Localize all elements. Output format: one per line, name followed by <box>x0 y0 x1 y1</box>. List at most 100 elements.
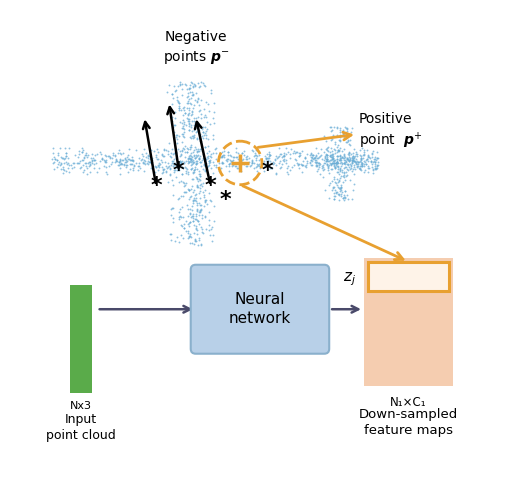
Point <box>188 175 196 183</box>
Point <box>224 151 232 159</box>
Point <box>188 107 196 115</box>
Point <box>276 150 284 157</box>
Point <box>344 161 353 169</box>
Point <box>205 176 213 184</box>
Point <box>335 170 343 178</box>
Point <box>102 158 111 166</box>
Point <box>88 155 97 162</box>
Point <box>190 133 198 141</box>
Point <box>336 131 344 139</box>
Point <box>192 237 200 244</box>
Point <box>282 156 290 164</box>
Point <box>349 186 357 193</box>
Point <box>311 157 320 165</box>
Point <box>148 155 156 162</box>
Point <box>160 145 168 153</box>
Point <box>200 161 209 169</box>
Point <box>336 164 344 172</box>
Point <box>192 183 200 191</box>
Point <box>197 162 205 170</box>
Point <box>168 159 176 167</box>
Point <box>123 157 132 165</box>
Point <box>198 155 207 162</box>
Point <box>168 145 176 153</box>
Point <box>204 154 212 161</box>
Point <box>111 158 119 166</box>
Point <box>215 167 223 174</box>
Point <box>177 150 185 157</box>
Point <box>245 158 253 166</box>
Point <box>105 153 114 161</box>
Point <box>331 163 339 171</box>
Point <box>203 163 211 171</box>
Point <box>284 171 292 178</box>
Point <box>265 154 273 162</box>
Point <box>168 90 176 98</box>
Point <box>186 239 194 247</box>
Point <box>335 136 343 144</box>
Point <box>177 91 186 99</box>
Point <box>327 156 335 164</box>
Point <box>124 152 132 159</box>
Point <box>342 138 351 146</box>
Point <box>316 160 324 168</box>
Point <box>280 149 288 156</box>
Point <box>70 163 78 171</box>
Point <box>296 151 304 159</box>
Point <box>350 157 358 165</box>
Point <box>220 147 228 155</box>
Point <box>196 106 205 114</box>
Point <box>158 158 166 166</box>
Point <box>333 124 341 132</box>
Point <box>332 159 340 167</box>
Point <box>361 166 369 174</box>
Point <box>185 229 193 237</box>
Point <box>345 156 353 164</box>
Point <box>331 140 339 148</box>
Point <box>176 212 185 220</box>
Point <box>194 113 202 121</box>
Point <box>343 154 352 161</box>
Point <box>357 155 365 163</box>
Point <box>205 216 213 224</box>
Point <box>176 147 184 155</box>
Point <box>190 194 198 202</box>
Point <box>189 90 197 98</box>
Point <box>53 156 61 164</box>
Point <box>186 84 194 92</box>
Point <box>82 159 90 167</box>
Point <box>193 226 201 234</box>
Point <box>327 147 336 155</box>
Point <box>265 148 273 156</box>
Point <box>280 152 288 160</box>
Point <box>127 156 136 164</box>
Point <box>344 156 353 164</box>
Point <box>201 82 209 89</box>
Point <box>254 161 262 169</box>
Point <box>333 158 341 166</box>
Point <box>327 153 336 161</box>
Point <box>340 158 348 166</box>
Point <box>295 160 303 168</box>
Point <box>171 238 179 245</box>
Point <box>326 179 334 187</box>
Point <box>344 148 353 156</box>
Point <box>90 160 98 168</box>
Point <box>368 150 376 158</box>
Point <box>216 153 224 161</box>
Point <box>164 151 172 158</box>
Point <box>190 169 198 176</box>
Point <box>107 154 116 162</box>
Point <box>332 189 340 196</box>
Point <box>178 120 187 127</box>
Point <box>162 168 171 175</box>
Point <box>307 156 315 163</box>
Point <box>373 164 381 172</box>
Point <box>342 166 351 174</box>
Point <box>178 163 186 171</box>
Point <box>322 138 330 145</box>
Point <box>182 144 191 152</box>
Point <box>67 161 76 169</box>
Point <box>196 206 205 213</box>
Point <box>176 157 185 165</box>
